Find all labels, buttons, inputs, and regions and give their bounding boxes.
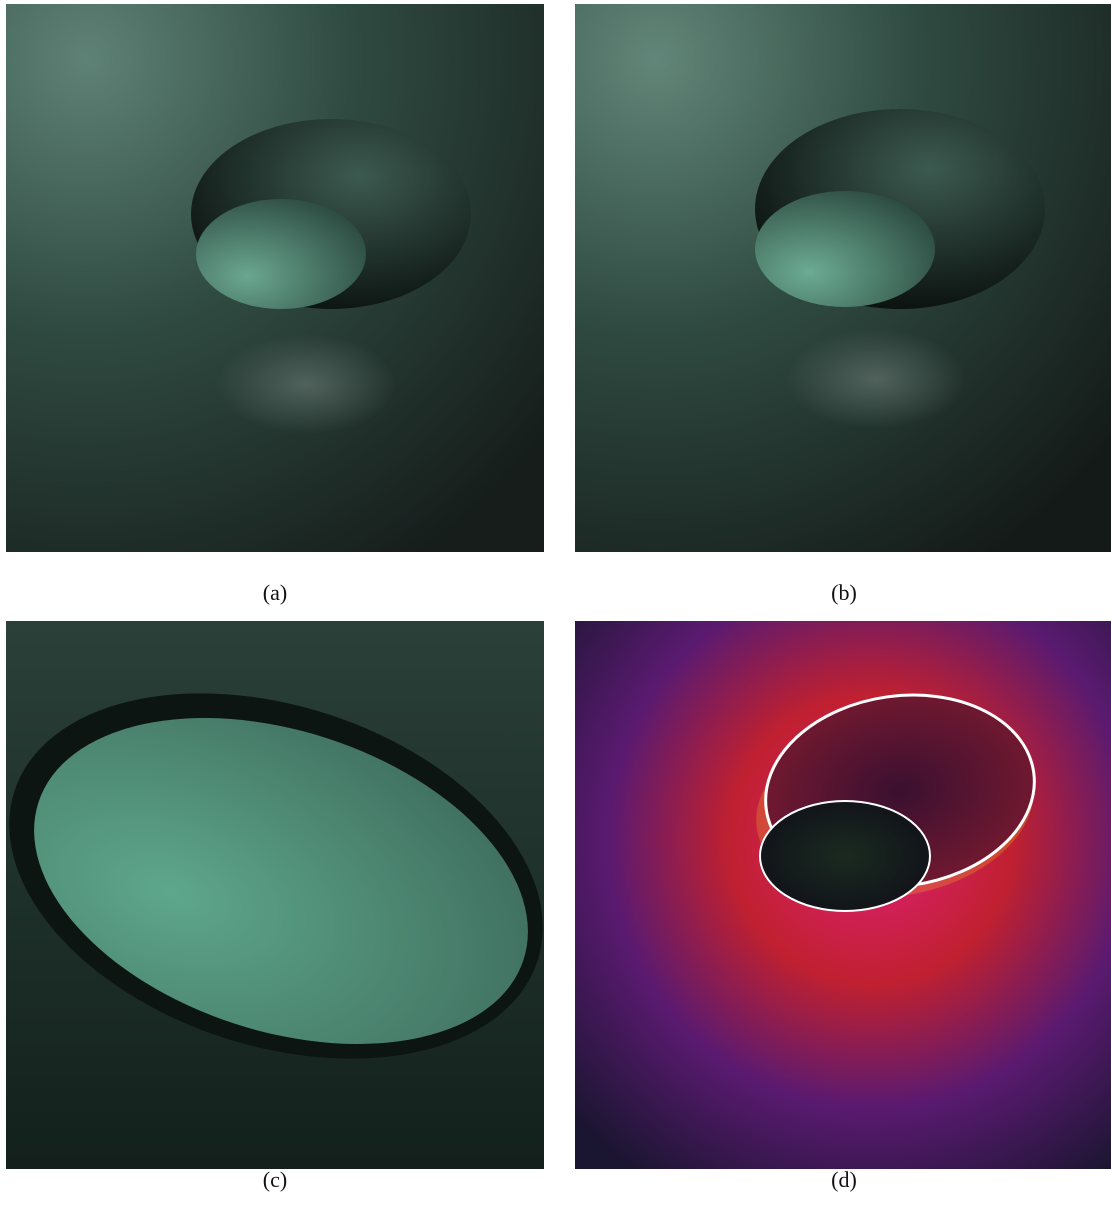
figure: (a) (b) (c) (d) (0, 0, 1111, 1227)
caption: (b) (575, 580, 1111, 606)
render-d (575, 621, 1111, 1169)
caption: (c) (6, 1167, 544, 1193)
render-b (575, 4, 1111, 552)
caption: (d) (575, 1167, 1111, 1193)
render-a (6, 4, 544, 552)
render-c (6, 621, 544, 1169)
caption: (a) (6, 580, 544, 606)
